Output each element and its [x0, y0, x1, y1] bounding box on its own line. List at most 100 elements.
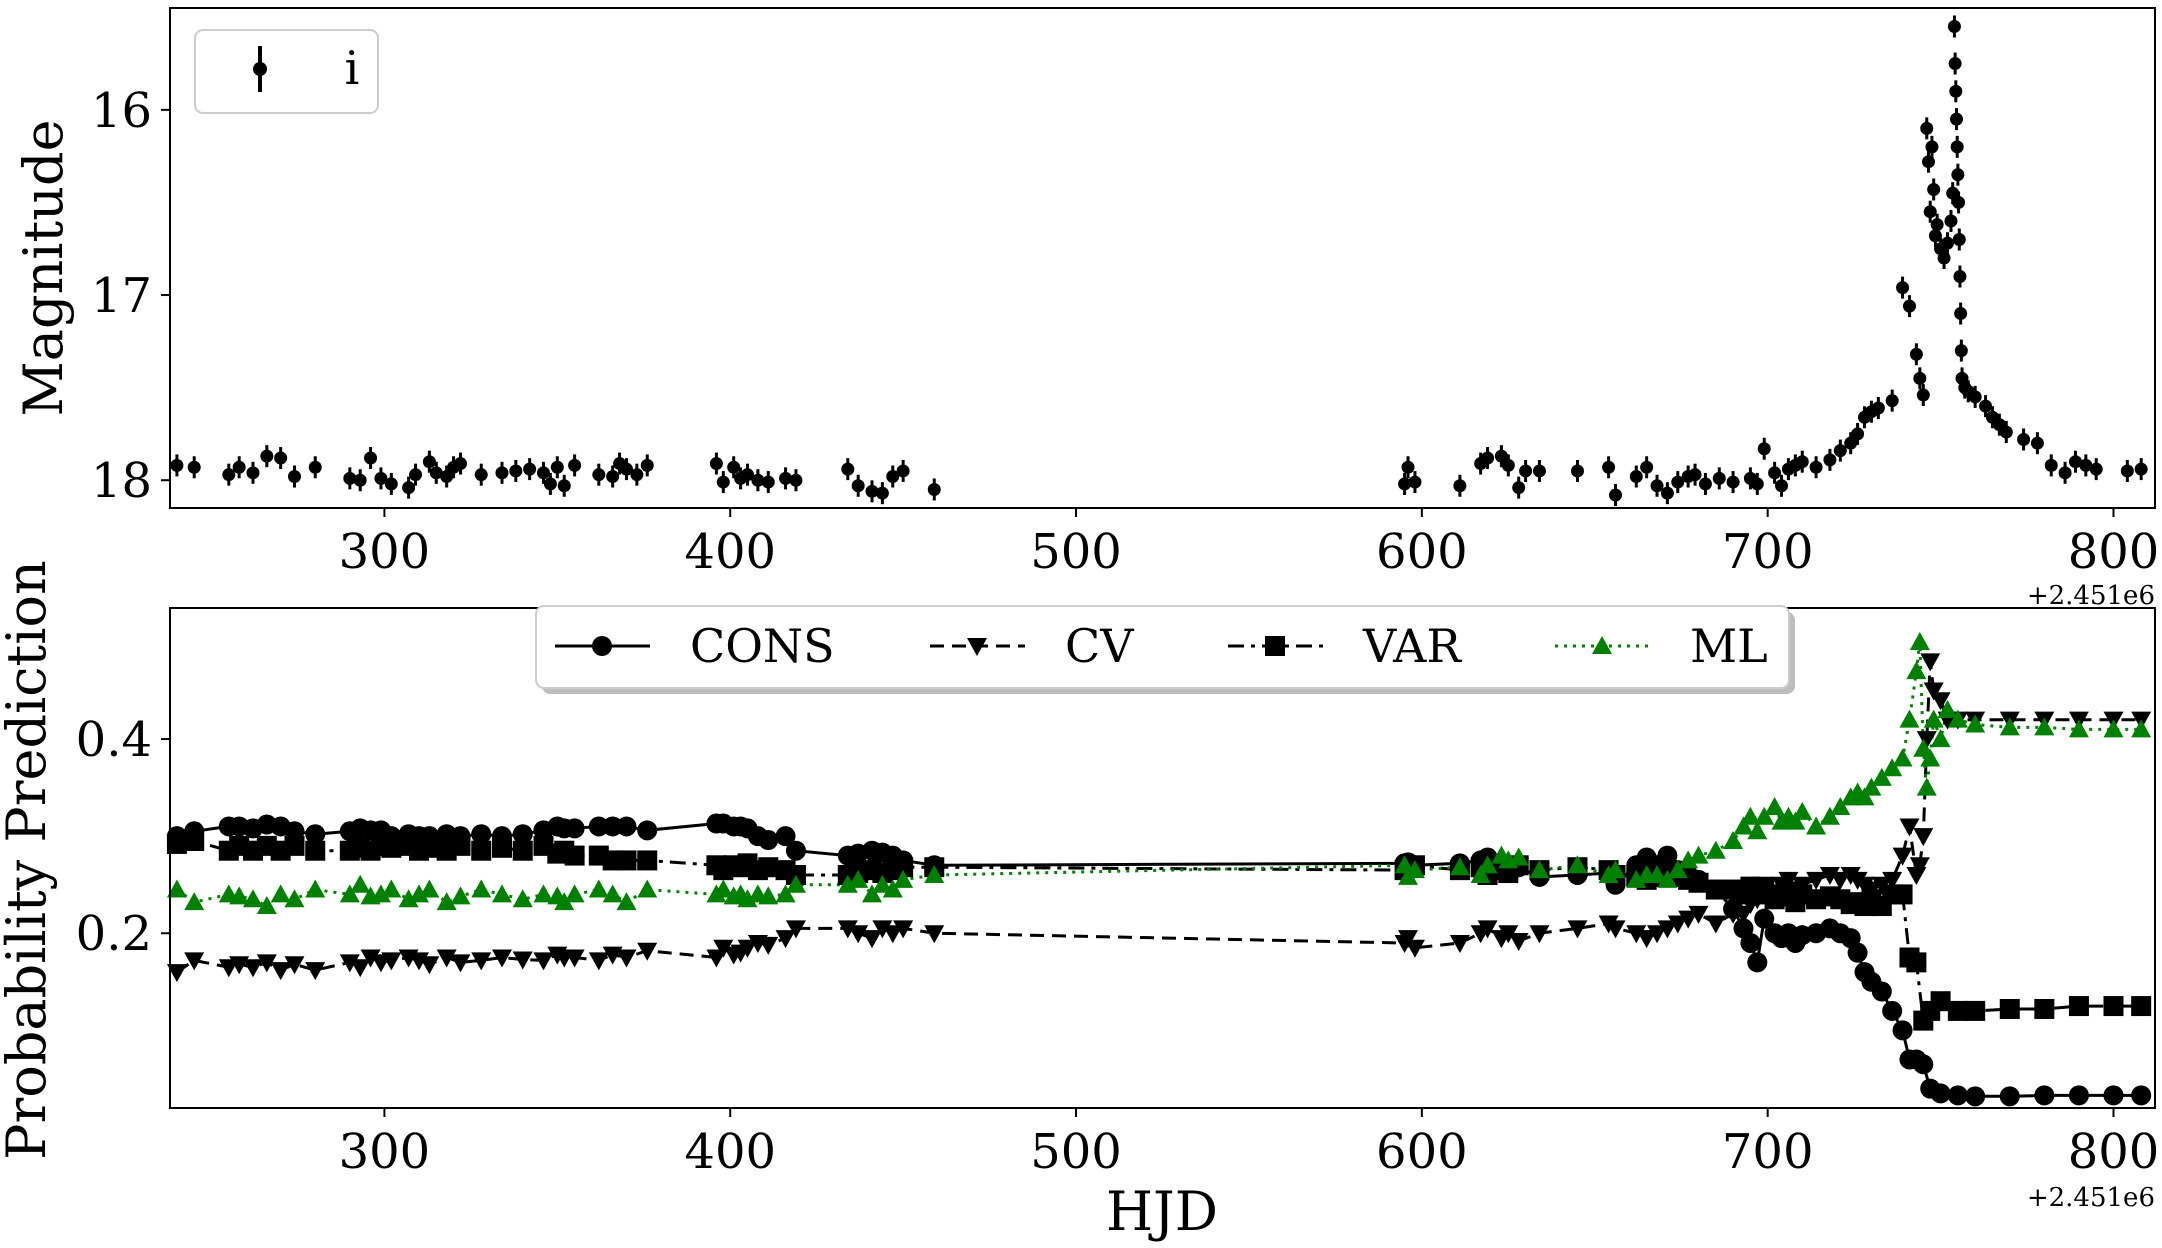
ml-data-point	[370, 884, 391, 903]
bottom-x-tick-label: 600	[1376, 1124, 1468, 1180]
var-data-point	[491, 837, 512, 858]
cv-data-point	[1449, 934, 1470, 953]
cv-data-point	[1398, 930, 1419, 949]
cons-data-point	[512, 824, 533, 845]
i-data-point	[222, 468, 236, 482]
i-data-point	[402, 481, 416, 495]
i-data-point	[1902, 299, 1916, 313]
bottom-x-tick-label: 400	[684, 1124, 776, 1180]
cv-data-point	[1778, 871, 1799, 890]
cv-data-point	[1923, 682, 1944, 701]
i-data-point	[1453, 479, 1467, 493]
cv-data-point	[1920, 653, 1941, 672]
var-legend-marker-icon	[1265, 636, 1285, 656]
var-data-point	[419, 837, 440, 858]
i-data-point	[1950, 112, 1963, 126]
ml-data-point	[242, 889, 263, 908]
i-data-point	[1930, 218, 1944, 232]
cv-data-point	[256, 954, 277, 973]
cv-data-point	[184, 952, 205, 971]
ml-data-point	[1477, 855, 1498, 874]
cv-data-point	[616, 949, 637, 968]
i-data-point	[709, 457, 723, 471]
top-x-tick-label: 700	[1722, 524, 1814, 580]
i-data-point	[886, 470, 900, 484]
cv-data-point	[1882, 871, 1903, 890]
top-x-tick-label: 600	[1376, 524, 1468, 580]
cv-data-point	[1871, 876, 1892, 895]
cons-data-point	[2131, 1085, 2152, 1106]
i-data-point	[429, 466, 443, 480]
i-data-point	[1481, 451, 1495, 465]
cv-data-point	[837, 920, 858, 939]
cv-data-point	[882, 925, 903, 944]
var-data-point	[512, 840, 533, 861]
i-data-point	[2030, 436, 2044, 450]
cv-data-point	[1567, 920, 1588, 939]
i-data-point	[1941, 236, 1955, 250]
i-data-point	[440, 470, 454, 484]
i-data-point	[2058, 466, 2072, 480]
i-data-point	[364, 451, 378, 465]
i-data-point	[1602, 460, 1616, 474]
i-data-point	[1688, 468, 1702, 482]
var-data-point	[2068, 996, 2089, 1017]
cv-data-point	[381, 952, 402, 971]
cv-data-point	[1906, 866, 1927, 885]
ml-data-point	[419, 879, 440, 898]
ml-data-point	[1394, 855, 1415, 874]
cv-data-point	[270, 962, 291, 981]
i-data-point	[1944, 214, 1958, 228]
i-data-point	[1949, 84, 1963, 98]
i-data-point	[1920, 121, 1934, 135]
bottom-legend: CONS CV VAR ML	[535, 605, 1795, 694]
top-legend-box	[194, 29, 379, 114]
ml-data-point	[785, 874, 806, 893]
i-data-point	[509, 464, 523, 478]
cons-data-point	[602, 816, 623, 837]
i-data-point	[187, 460, 201, 474]
cv-data-point	[1892, 847, 1913, 866]
i-data-point	[1726, 475, 1740, 489]
i-data-point	[2134, 462, 2148, 476]
var-data-point	[1965, 1000, 1986, 1021]
i-data-point	[1925, 140, 1939, 154]
ml-data-point	[2103, 719, 2124, 738]
ml-data-point	[602, 884, 623, 903]
cons-data-point	[2034, 1085, 2055, 1106]
i-data-point	[1629, 470, 1643, 484]
cv-data-point	[1404, 939, 1425, 958]
cons-data-point	[1965, 1086, 1986, 1107]
i-data-point	[1885, 394, 1899, 408]
cv-data-point	[1498, 925, 1519, 944]
ml-data-point	[872, 874, 893, 893]
i-data-point	[751, 473, 765, 487]
top-legend: i	[194, 29, 379, 114]
cv-data-point	[1806, 871, 1827, 890]
ml-data-point	[1747, 821, 1768, 840]
bottom-y-tick-label: 0.2	[76, 906, 152, 962]
i-data-point	[1928, 229, 1942, 243]
cv-data-point	[1678, 910, 1699, 929]
i-data-point	[1640, 460, 1654, 474]
cv-legend-marker-icon	[967, 638, 987, 656]
i-data-point	[557, 479, 571, 493]
i-data-point	[1946, 186, 1960, 200]
ml-data-point	[1882, 758, 1903, 777]
var-data-point	[450, 835, 471, 856]
i-data-point	[453, 457, 467, 471]
probability-panel: Probability Prediction HJD 300 400 500 600 7…	[0, 560, 2159, 1243]
i-data-point	[409, 468, 423, 482]
cv-data-point	[1913, 828, 1934, 847]
cv-data-point	[848, 925, 869, 944]
i-data-point	[536, 466, 550, 480]
ml-data-point	[1764, 797, 1785, 816]
ml-data-point	[381, 879, 402, 898]
i-data-point	[865, 484, 879, 498]
i-data-point	[343, 471, 357, 485]
cv-data-point	[588, 952, 609, 971]
cv-legend-label: CV	[1065, 619, 1134, 673]
cons-data-point	[305, 824, 326, 845]
cons-data-point	[1871, 981, 1892, 1002]
